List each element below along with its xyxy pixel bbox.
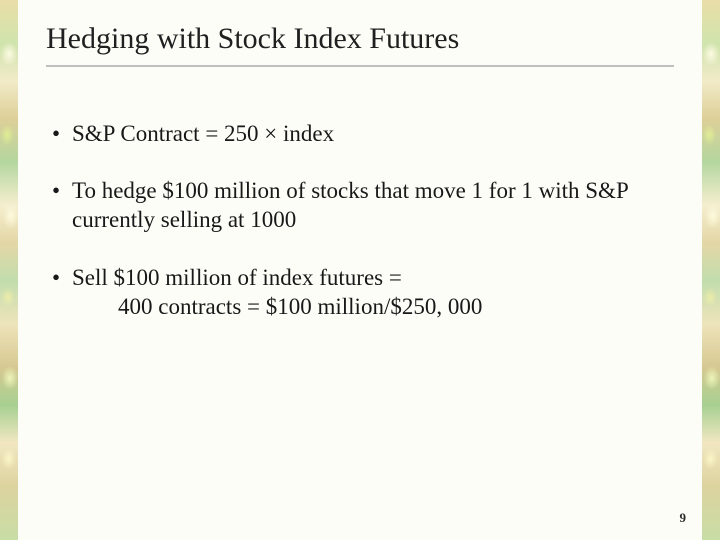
bullet-text: S&P Contract = 250 × index — [72, 121, 334, 146]
page-number: 9 — [680, 510, 687, 526]
bullet-text-indent: 400 contracts = $100 million/$250, 000 — [72, 292, 674, 321]
decorative-border-left — [0, 0, 18, 540]
bullet-text: To hedge $100 million of stocks that mov… — [72, 178, 628, 232]
bullet-content: S&P Contract = 250 × index To hedge $100… — [46, 67, 674, 322]
slide-content: Hedging with Stock Index Futures S&P Con… — [18, 0, 702, 540]
decorative-border-right — [702, 0, 720, 540]
bullet-item: S&P Contract = 250 × index — [48, 119, 674, 148]
bullet-item: Sell $100 million of index futures = 400… — [48, 263, 674, 322]
bullet-text: Sell $100 million of index futures = — [72, 265, 402, 290]
bullet-item: To hedge $100 million of stocks that mov… — [48, 176, 674, 235]
slide-title: Hedging with Stock Index Futures — [46, 22, 674, 57]
